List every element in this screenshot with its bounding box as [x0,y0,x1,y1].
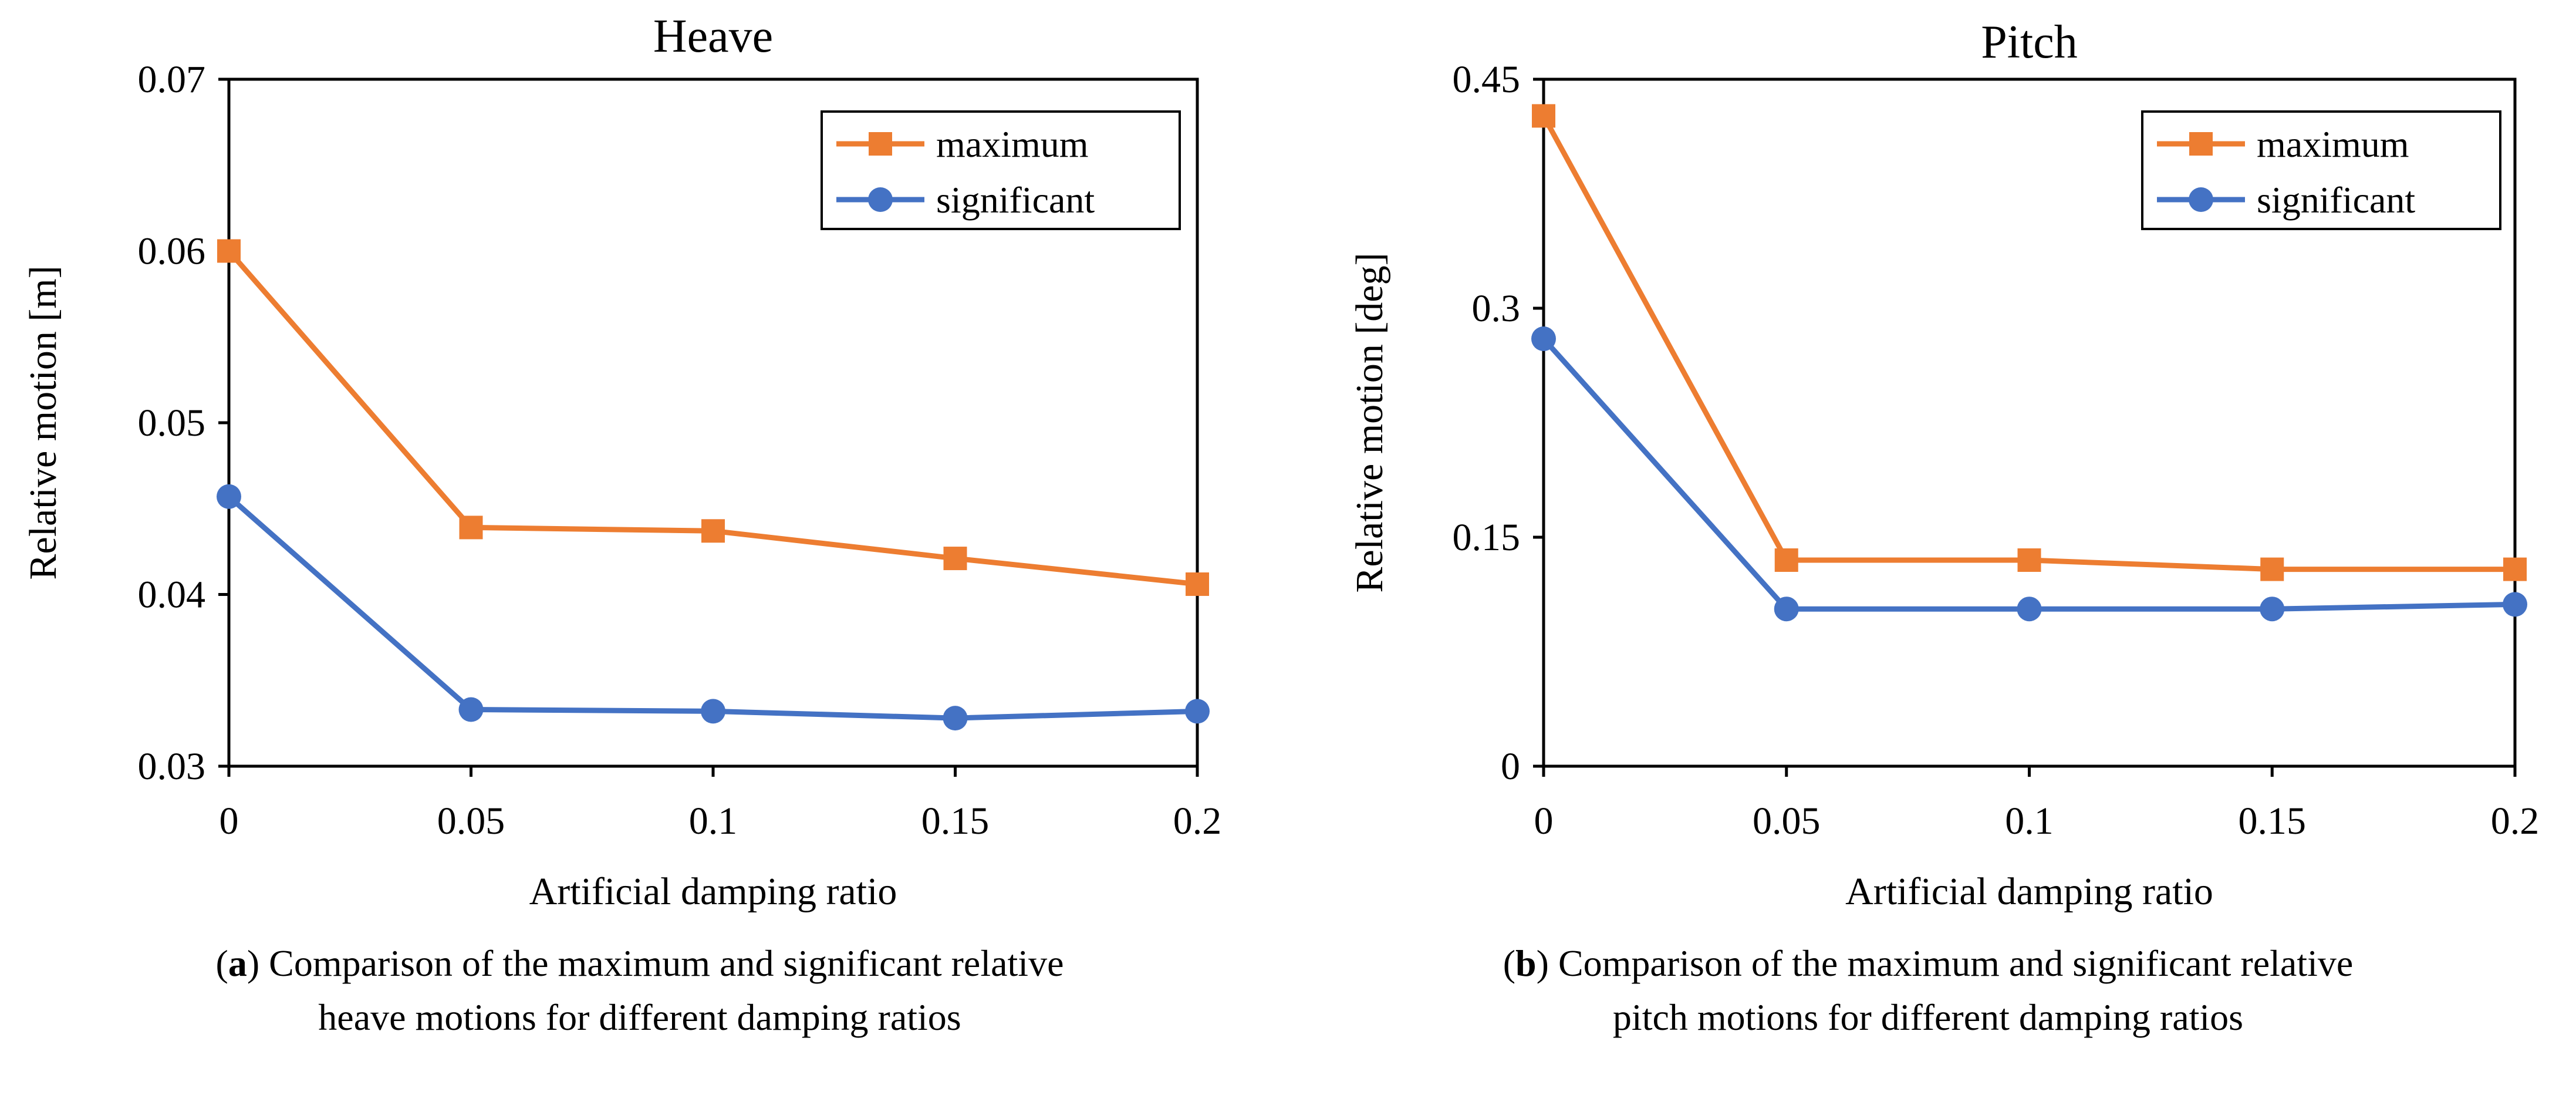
data-point-maximum [459,516,483,540]
caption-a-line2: heave motions for different damping rati… [318,996,961,1038]
y-axis-label: Relative motion [m] [22,265,65,579]
x-tick-label: 0.15 [921,800,990,843]
data-point-maximum [1774,548,1798,572]
caption-b: (b) Comparison of the maximum and signif… [1288,936,2568,1045]
caption-a: (a) Comparison of the maximum and signif… [0,936,1279,1045]
data-point-maximum [701,519,725,543]
chart-title: Heave [653,11,773,62]
y-axis-label: Relative motion [deg] [1348,252,1391,592]
legend-label-maximum: maximum [936,123,1089,165]
caption-b-text: Comparison of the maximum and significan… [1548,942,2354,984]
data-point-significant [217,484,241,509]
caption-b-line1: (b) Comparison of the maximum and signif… [1503,942,2354,984]
y-tick-label: 0.3 [1472,287,1521,330]
data-point-maximum [217,239,241,263]
legend-marker-significant [868,187,893,212]
x-tick-label: 0.2 [1173,800,1222,843]
legend-label-significant: significant [2257,179,2415,221]
data-point-significant [458,697,484,722]
data-point-significant [1531,326,1556,351]
legend-marker-significant [2189,187,2213,212]
y-tick-label: 0.06 [138,230,206,273]
heave-chart: Heave 0.03 0.04 0.05 0.06 0.07 0 0.05 0.1 0.15 0.2… [22,11,1221,913]
caption-a-line1: (a) Comparison of the maximum and signif… [215,942,1064,984]
caption-b-line2: pitch motions for different damping rati… [1612,996,2244,1038]
y-tick-label: 0 [1501,745,1520,788]
y-tick-label: 0.07 [138,58,206,101]
data-point-significant [1774,597,1799,622]
legend-marker-maximum [2189,132,2213,156]
data-point-significant [1185,699,1210,724]
data-point-maximum [2260,557,2284,581]
legend-box [821,110,1181,230]
caption-a-label: a [228,942,247,984]
legend-label-maximum: maximum [2257,123,2409,165]
caption-b-label: b [1515,942,1537,984]
y-tick-label: 0.04 [138,574,206,616]
data-point-maximum [1186,572,1209,596]
y-tick-label: 0.03 [138,745,206,788]
data-point-maximum [1532,104,1555,128]
legend-label-significant: significant [936,179,1095,221]
x-tick-label: 0.1 [689,800,738,843]
x-tick-label: 0.2 [2491,800,2540,843]
x-axis-label: Artificial damping ratio [1845,870,2213,913]
data-point-significant [2017,597,2042,622]
data-point-significant [701,699,725,724]
x-tick-label: 0.05 [1753,800,1821,843]
y-tick-label: 0.45 [1453,58,1521,101]
data-point-maximum [943,547,967,571]
x-tick-label: 0.1 [2005,800,2054,843]
data-point-significant [2503,592,2527,617]
chart-title: Pitch [1981,16,2077,68]
y-tick-label: 0.05 [138,402,206,444]
x-tick-label: 0.05 [437,800,505,843]
data-point-maximum [2503,557,2527,581]
y-tick-label: 0.15 [1453,516,1521,559]
data-point-maximum [2017,548,2041,572]
pitch-chart: Pitch 0 0.15 0.3 0.45 0 0.05 0.1 0.15 0.2 Artifici… [1348,16,2539,913]
caption-a-text: Comparison of the maximum and significan… [259,942,1064,984]
x-tick-label: 0.15 [2239,800,2307,843]
data-point-significant [943,706,968,731]
data-point-significant [2260,597,2285,622]
x-axis-label: Artificial damping ratio [529,870,897,913]
x-tick-label: 0 [220,800,239,843]
legend-marker-maximum [869,132,892,156]
x-tick-label: 0 [1534,800,1554,843]
